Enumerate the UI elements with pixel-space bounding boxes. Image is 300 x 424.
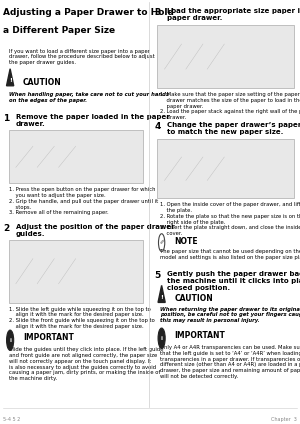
Text: 4: 4 [154, 123, 161, 131]
Polygon shape [7, 69, 14, 86]
FancyBboxPatch shape [157, 139, 294, 198]
Text: IMPORTANT: IMPORTANT [175, 331, 225, 340]
Text: IMPORTANT: IMPORTANT [23, 333, 74, 342]
FancyBboxPatch shape [9, 131, 143, 183]
Text: 1. Open the inside cover of the paper drawer, and lift up
    the plate.
2. Rota: 1. Open the inside cover of the paper dr… [160, 202, 300, 236]
Text: 5-4 5 2: 5-4 5 2 [3, 417, 20, 422]
Text: Change the paper drawer’s paper size plate
to match the new paper size.: Change the paper drawer’s paper size pla… [167, 123, 300, 135]
Text: 3: 3 [154, 8, 161, 17]
Text: !: ! [160, 295, 163, 300]
Text: NOTE: NOTE [175, 237, 198, 245]
Text: !: ! [9, 78, 12, 83]
Text: CAUTION: CAUTION [175, 295, 213, 304]
Text: The paper size that cannot be used depending on the
model and settings is also l: The paper size that cannot be used depen… [160, 249, 300, 259]
Text: Load the appropriate size paper into the
paper drawer.: Load the appropriate size paper into the… [167, 8, 300, 21]
Text: When handling paper, take care not to cut your hands
on the edges of the paper.: When handling paper, take care not to cu… [9, 92, 169, 103]
Text: Adjusting a Paper Drawer to Hold: Adjusting a Paper Drawer to Hold [3, 8, 174, 17]
Text: Remove the paper loaded in the paper
drawer.: Remove the paper loaded in the paper dra… [16, 114, 169, 127]
Polygon shape [158, 285, 165, 302]
Text: Only A4 or A4R transparencies can be used. Make sure
that the left guide is set : Only A4 or A4R transparencies can be use… [160, 345, 300, 379]
Text: i: i [160, 336, 163, 341]
Text: Adjust the position of the paper drawer
guides.: Adjust the position of the paper drawer … [16, 223, 175, 237]
Text: 1. Make sure that the paper size setting of the paper
    drawer matches the siz: 1. Make sure that the paper size setting… [160, 92, 300, 120]
Text: ✐: ✐ [159, 240, 164, 245]
Text: a Different Paper Size: a Different Paper Size [3, 26, 115, 36]
Text: When returning the paper drawer to its original
position, be careful not to get : When returning the paper drawer to its o… [160, 307, 300, 323]
Circle shape [7, 330, 14, 350]
Text: 1. Slide the left guide while squeezing it on the top to
    align it with the m: 1. Slide the left guide while squeezing … [9, 307, 154, 329]
Text: i: i [9, 338, 11, 343]
Text: Chapter  3: Chapter 3 [271, 417, 297, 422]
FancyBboxPatch shape [157, 25, 294, 88]
Text: If you want to load a different size paper into a paper
drawer, follow the proce: If you want to load a different size pap… [9, 49, 154, 65]
Text: Slide the guides until they click into place. If the left guide
and front guide : Slide the guides until they click into p… [9, 347, 163, 381]
Text: 1. Press the open button on the paper drawer for which
    you want to adjust th: 1. Press the open button on the paper dr… [9, 187, 158, 215]
Text: 2: 2 [3, 223, 9, 233]
Text: CAUTION: CAUTION [23, 78, 62, 87]
Text: Gently push the paper drawer back into
the machine until it clicks into place in: Gently push the paper drawer back into t… [167, 271, 300, 291]
Text: 1: 1 [3, 114, 9, 123]
Circle shape [158, 328, 165, 349]
Text: 5: 5 [154, 271, 161, 280]
FancyBboxPatch shape [9, 240, 143, 303]
